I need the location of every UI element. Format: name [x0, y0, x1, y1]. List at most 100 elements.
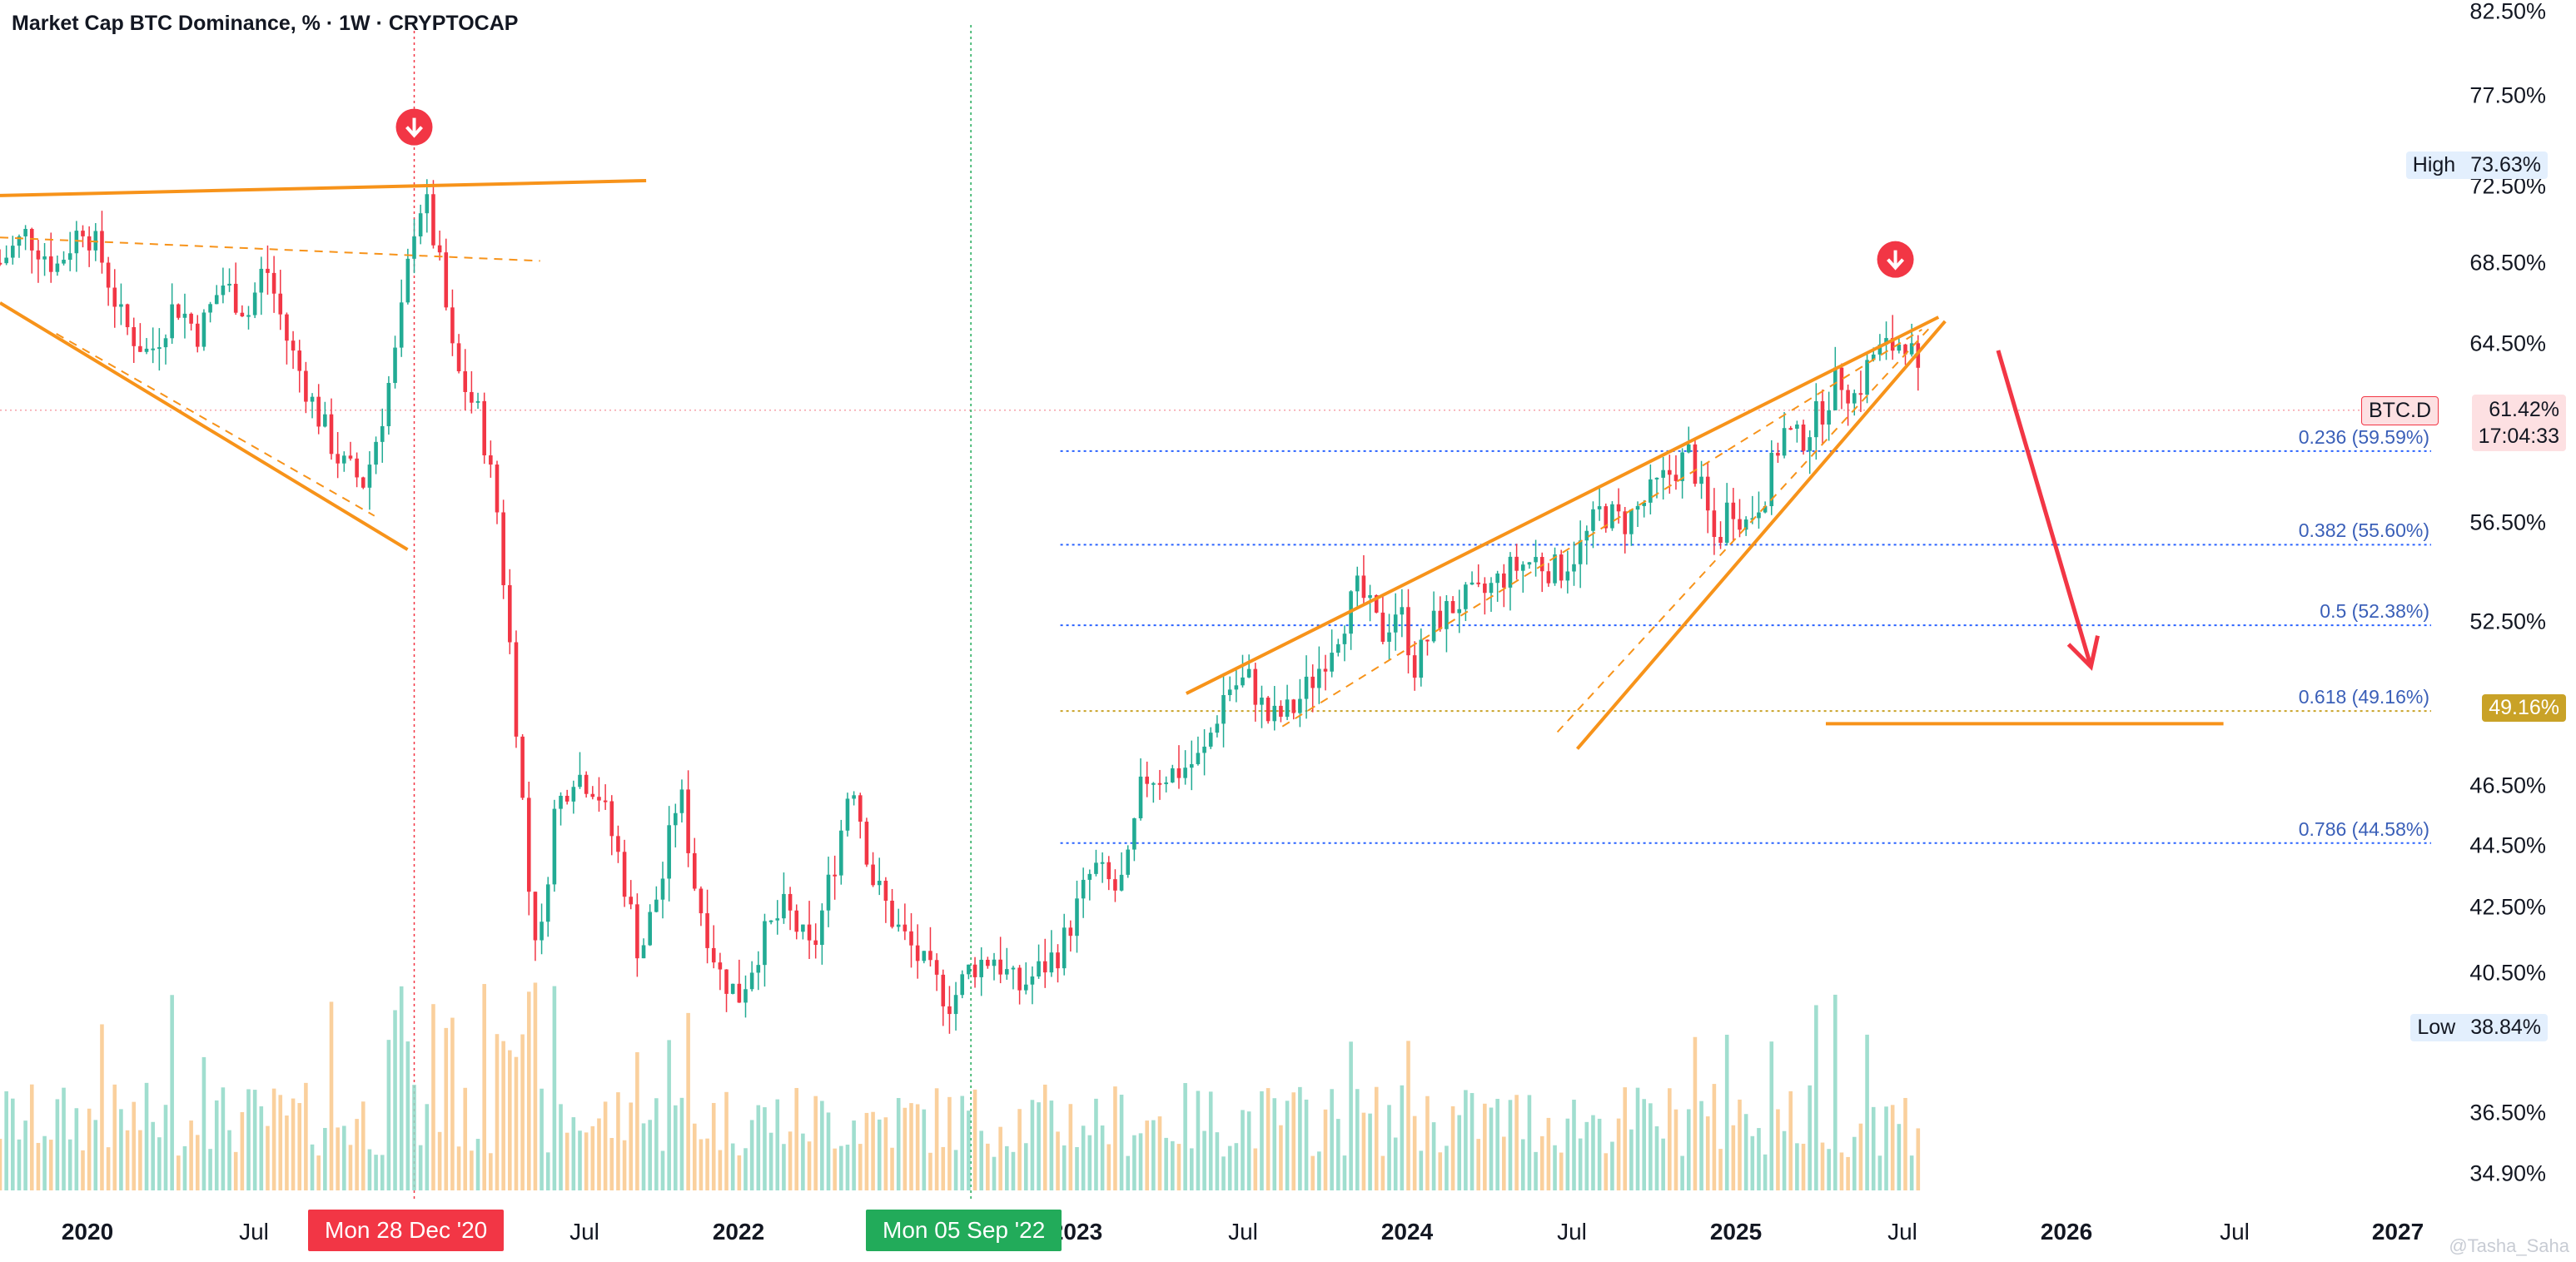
- candle-body: [201, 312, 206, 347]
- candle-body: [1476, 582, 1480, 584]
- candle-body: [1113, 879, 1117, 891]
- volume-bar: [1030, 1100, 1035, 1190]
- volume-bar: [674, 1105, 678, 1190]
- candle-body: [1202, 746, 1206, 753]
- volume-bar: [578, 1130, 582, 1190]
- candle-body: [112, 287, 117, 307]
- volume-bar: [259, 1105, 264, 1190]
- candle-body: [1023, 984, 1028, 991]
- candle-body: [1757, 512, 1761, 519]
- low-label: Low: [2417, 1016, 2456, 1039]
- signal-arrow: [1887, 250, 1905, 271]
- candle-body: [106, 262, 111, 288]
- volume-bar: [1635, 1087, 1640, 1190]
- volume-bar: [316, 1155, 321, 1190]
- candle-body: [1241, 677, 1245, 686]
- candle-body: [1604, 506, 1609, 529]
- candle-body: [412, 236, 416, 259]
- candle-body: [1527, 562, 1532, 565]
- volume-bar: [1056, 1131, 1060, 1190]
- volume-bar: [1215, 1132, 1220, 1190]
- candle-body: [285, 314, 289, 341]
- volume-bar: [1565, 1118, 1570, 1190]
- candle-body: [730, 983, 735, 994]
- candle-body: [227, 283, 231, 286]
- volume-bar: [979, 1130, 983, 1190]
- volume-bar: [144, 1082, 149, 1190]
- volume-bar: [1317, 1151, 1321, 1190]
- volume-bar: [960, 1096, 965, 1190]
- candle-body: [1208, 733, 1213, 747]
- volume-bar: [654, 1098, 659, 1190]
- candle-body: [431, 194, 435, 246]
- volume-bar: [788, 1131, 793, 1190]
- volume-bar: [81, 1150, 85, 1190]
- volume-bar: [883, 1117, 888, 1190]
- volume-bar: [386, 1040, 391, 1190]
- candle-body: [1642, 502, 1646, 506]
- volume-bar: [1470, 1093, 1474, 1190]
- candle-body: [1903, 344, 1907, 355]
- volume-bar: [1686, 1109, 1691, 1190]
- volume-bar: [1330, 1089, 1334, 1190]
- candle-body: [763, 921, 767, 966]
- volume-bar: [833, 1148, 837, 1190]
- volume-bar: [1738, 1099, 1742, 1190]
- volume-bar: [711, 1102, 716, 1190]
- candle-body: [489, 455, 493, 465]
- candle-body: [386, 383, 391, 426]
- volume-bar: [1253, 1148, 1258, 1190]
- candle-body: [163, 338, 168, 348]
- volume-bar: [1145, 1120, 1149, 1190]
- volume-bar: [756, 1105, 761, 1190]
- volume-bar: [699, 1139, 704, 1190]
- candle-body: [1157, 783, 1162, 785]
- volume-bar: [972, 1089, 977, 1190]
- candle-body: [705, 913, 709, 948]
- candle-body: [1017, 967, 1022, 991]
- candle-body: [74, 231, 79, 254]
- candle-body: [1234, 685, 1239, 690]
- candle-body: [679, 789, 684, 813]
- x-tick-label: 2025: [1709, 1219, 1763, 1245]
- low-value: 38.84%: [2470, 1016, 2541, 1039]
- candle-body: [233, 283, 238, 313]
- volume-bar: [1827, 1149, 1831, 1190]
- candle-body: [749, 972, 754, 990]
- candle-body: [1100, 862, 1105, 864]
- volume-bar: [195, 1135, 200, 1190]
- candle-body: [1489, 583, 1494, 594]
- candle-body: [953, 995, 958, 1015]
- fib-label-3: 0.618 (49.16%): [2298, 686, 2429, 708]
- volume-bar: [1037, 1102, 1041, 1190]
- volume-bar: [1196, 1091, 1201, 1190]
- candle-body: [584, 774, 589, 794]
- candle-body: [495, 465, 500, 513]
- volume-bar: [1750, 1135, 1755, 1190]
- candle-body: [590, 793, 595, 797]
- candle-body: [1539, 557, 1544, 572]
- candle-body: [597, 797, 601, 801]
- volume-bar: [106, 1147, 111, 1190]
- volume-bar: [1680, 1155, 1684, 1190]
- volume-bar: [361, 1101, 366, 1190]
- candle-body: [138, 345, 142, 352]
- volume-bar: [520, 1034, 525, 1190]
- candle-body: [1852, 393, 1857, 404]
- candle-body: [545, 884, 550, 922]
- candle-body: [170, 304, 174, 339]
- candle-body: [119, 304, 123, 307]
- candle-body: [1782, 428, 1787, 456]
- candle-body: [1336, 643, 1340, 653]
- crosshair-date-tag-right: Mon 05 Sep '22: [866, 1210, 1062, 1251]
- candle-body: [1145, 776, 1149, 784]
- candle-body: [1068, 927, 1073, 937]
- candle-body: [660, 878, 665, 900]
- candle-body: [775, 918, 780, 921]
- candle-body: [986, 959, 990, 966]
- volume-bar: [1916, 1128, 1921, 1190]
- volume-bar: [489, 1153, 493, 1190]
- volume-bar: [743, 1148, 748, 1190]
- candle-body: [533, 892, 538, 941]
